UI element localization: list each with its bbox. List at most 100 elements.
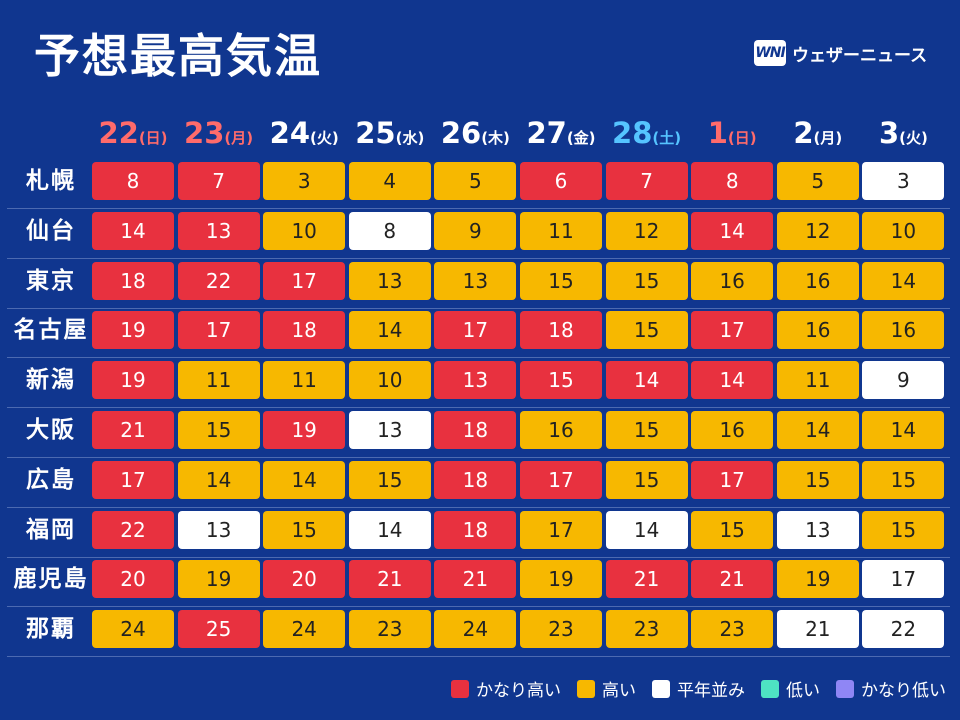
temp-cell: 19 (92, 311, 174, 350)
color-legend: かなり高い 高い 平年並み 低い かなり低い (451, 676, 946, 701)
date-weekday: (土) (652, 129, 682, 147)
temp-cell: 21 (691, 560, 774, 599)
temp-cell: 18 (434, 411, 517, 449)
temp-cell: 16 (776, 261, 859, 300)
temp-cell: 17 (263, 261, 346, 300)
temp-cell: 21 (776, 610, 859, 649)
temp-cell: 14 (263, 460, 346, 499)
temp-cell: 18 (263, 311, 346, 350)
legend-item: かなり高い (451, 676, 561, 701)
temp-cell: 3 (263, 162, 346, 200)
temp-cell: 15 (263, 510, 346, 549)
temp-cell: 21 (605, 560, 688, 599)
legend-label: 高い (602, 681, 636, 701)
date-header: 25(水) (349, 116, 431, 150)
temp-cell: 7 (177, 162, 260, 200)
date-header: 24(火) (263, 116, 345, 150)
date-header: 1(日) (691, 116, 773, 150)
date-day: 2 (793, 116, 814, 150)
temp-cell: 17 (177, 311, 260, 350)
date-day: 22 (98, 116, 139, 150)
temp-cell: 17 (691, 460, 774, 499)
legend-item: かなり低い (836, 676, 946, 701)
legend-item: 平年並み (652, 676, 745, 701)
date-weekday: (木) (481, 129, 510, 147)
date-day: 3 (878, 116, 900, 150)
weathernews-logo-icon: WNI (754, 40, 786, 66)
temp-cell: 19 (520, 560, 602, 599)
city-name: 広島 (26, 466, 76, 493)
temp-cell: 24 (263, 610, 346, 649)
temp-cell: 19 (263, 411, 346, 449)
date-header: 2(月) (777, 116, 859, 150)
temp-cell: 10 (862, 211, 945, 250)
temp-cell: 3 (862, 162, 945, 200)
temp-cell: 19 (776, 560, 859, 599)
temp-cell: 18 (520, 311, 602, 350)
date-header: 23(月) (178, 116, 260, 150)
legend-swatch (451, 679, 469, 698)
temp-cell: 10 (263, 211, 346, 250)
date-weekday: (月) (224, 129, 254, 147)
temp-cell: 8 (691, 162, 774, 200)
temp-cell: 13 (177, 510, 260, 549)
temp-cell: 14 (862, 261, 945, 300)
temp-cell: 5 (434, 162, 517, 200)
temp-cell: 14 (177, 460, 260, 499)
city-row: 那覇 24 25 24 23 24 23 23 23 21 22 (7, 606, 950, 658)
temp-cell: 15 (177, 411, 260, 449)
temp-cell: 15 (691, 510, 774, 549)
city-name: 鹿児島 (13, 566, 89, 593)
date-weekday: (火) (310, 129, 339, 147)
city-name: 名古屋 (13, 317, 89, 344)
date-weekday: (月) (813, 129, 843, 147)
city-row: 新潟 19 11 11 10 13 15 14 14 11 9 (7, 357, 950, 409)
temp-cell: 14 (348, 510, 431, 549)
city-name: 仙台 (26, 217, 76, 244)
temp-cell: 10 (348, 361, 431, 400)
date-header: 27(金) (520, 116, 602, 150)
temp-cell: 18 (434, 510, 517, 549)
date-weekday: (水) (395, 129, 425, 147)
date-weekday: (日) (138, 129, 168, 147)
date-day: 1 (707, 116, 728, 150)
temp-cell: 18 (92, 261, 174, 300)
city-row: 福岡 22 13 15 14 18 17 14 15 13 15 (7, 507, 950, 558)
date-day: 24 (269, 116, 310, 150)
temp-cell: 14 (691, 211, 774, 250)
temp-cell: 16 (520, 411, 602, 449)
temp-cell: 15 (348, 460, 431, 499)
brand-name: ウェザーニュース (792, 45, 928, 66)
temp-cell: 17 (520, 460, 602, 499)
temp-cell: 15 (605, 261, 688, 300)
city-row: 仙台 14 13 10 8 9 11 12 14 12 10 (7, 208, 950, 259)
temp-cell: 21 (348, 560, 431, 599)
temp-cell: 16 (691, 411, 774, 449)
date-weekday: (火) (899, 129, 928, 147)
temp-cell: 14 (605, 510, 688, 549)
legend-swatch (761, 679, 779, 698)
legend-swatch (652, 679, 670, 698)
temp-cell: 13 (434, 261, 517, 300)
legend-item: 高い (577, 676, 636, 701)
temp-cell: 23 (605, 610, 688, 649)
temp-cell: 25 (177, 610, 260, 649)
date-weekday: (金) (566, 129, 596, 147)
temp-cell: 15 (862, 510, 945, 549)
city-name: 那覇 (26, 616, 76, 643)
city-row: 広島 17 14 14 15 18 17 15 17 15 15 (7, 457, 950, 508)
temp-cell: 23 (691, 610, 774, 649)
temp-cell: 13 (177, 211, 260, 250)
temp-cell: 15 (862, 460, 945, 499)
temp-cell: 17 (862, 560, 945, 599)
city-row: 大阪 21 15 19 13 18 16 15 16 14 14 (7, 407, 950, 458)
city-row: 名古屋 19 17 18 14 17 18 15 17 16 16 (7, 307, 950, 359)
legend-label: 平年並み (677, 681, 745, 701)
temp-cell: 13 (348, 261, 431, 300)
temp-cell: 13 (776, 510, 859, 549)
date-header-row: 22(日) 23(月) 24(火) 25(水) 26(木) 27(金) 28(土) 1(日) 2… (92, 116, 950, 156)
temp-cell: 24 (434, 610, 517, 649)
date-day: 23 (184, 116, 225, 150)
city-name: 福岡 (26, 516, 76, 543)
date-header: 3(火) (862, 116, 944, 150)
